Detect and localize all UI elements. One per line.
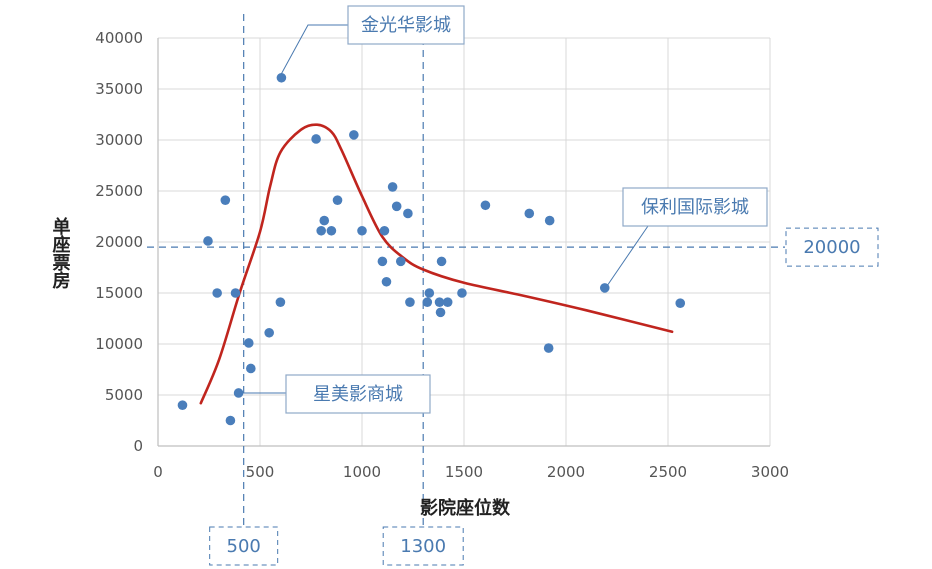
scatter-point-16 <box>332 195 343 205</box>
y-tick-label-4: 20000 <box>95 233 143 251</box>
y-tick-label-0: 0 <box>133 437 143 455</box>
y-tick-label-7: 35000 <box>95 80 143 98</box>
y-tick-label-8: 40000 <box>95 29 143 47</box>
y-axis-title: 单座票房 <box>50 216 71 289</box>
scatter-point-21 <box>381 276 392 287</box>
scatter-point-18 <box>357 225 367 236</box>
x-tick-labels: 0 500 1000 1500 2000 2500 3000 <box>153 463 789 481</box>
y-tick-label-3: 15000 <box>95 284 143 302</box>
ref-label-0: 500 <box>227 536 261 557</box>
x-tick-label-4: 2000 <box>547 463 585 481</box>
scatter-point-38 <box>599 283 610 293</box>
scatter-point-15 <box>326 225 337 236</box>
scatter-point-2 <box>212 288 222 298</box>
grid-lines <box>158 37 771 446</box>
y-tick-label-2: 10000 <box>95 335 143 353</box>
scatter-point-12 <box>311 134 321 144</box>
scatter-point-25 <box>403 208 413 219</box>
scatter-point-37 <box>544 215 555 226</box>
trend-line <box>199 123 674 405</box>
callout-label-0: 金光华影城 <box>361 15 451 36</box>
callout-box-1 <box>622 187 768 227</box>
callout-leader-1 <box>607 225 649 286</box>
scatter-point-26 <box>405 297 415 307</box>
ref-label-box-2 <box>785 227 879 267</box>
scatter-point-17 <box>349 130 359 140</box>
callout-label-1: 保利国际影城 <box>641 197 749 218</box>
y-tick-label-6: 30000 <box>95 131 143 149</box>
callout-box-0 <box>347 5 465 45</box>
scatter-point-0 <box>177 400 188 411</box>
x-tick-label-3: 1500 <box>445 463 483 481</box>
scatter-point-23 <box>391 201 402 212</box>
scatter-point-6 <box>233 388 244 398</box>
x-tick-label-2: 1000 <box>343 463 381 481</box>
ref-label-box-1 <box>382 526 464 566</box>
scatter-point-13 <box>316 225 327 236</box>
scatter-point-19 <box>377 256 388 267</box>
scatter-point-5 <box>230 288 241 298</box>
y-tick-label-1: 5000 <box>105 386 143 404</box>
x-tick-label-1: 500 <box>246 463 275 481</box>
y-tick-labels: 0 5000 10000 15000 20000 25000 30000 35000 40000 <box>95 29 143 455</box>
scatter-point-3 <box>220 195 231 205</box>
scatter-point-10 <box>275 297 286 307</box>
scatter-point-1 <box>203 236 213 246</box>
scatter-point-9 <box>264 327 274 338</box>
scatter-point-11 <box>276 72 287 83</box>
callout-leader-0 <box>280 24 348 75</box>
scatter-point-28 <box>424 288 435 298</box>
ref-label-box-0 <box>209 526 279 566</box>
scatter-point-29 <box>434 297 445 307</box>
ref-label-1: 1300 <box>400 536 446 557</box>
scatter-point-33 <box>457 288 467 298</box>
scatter-point-39 <box>675 298 686 309</box>
scatter-point-30 <box>435 307 446 318</box>
scatter-point-8 <box>246 363 256 374</box>
scatter-point-22 <box>387 182 398 192</box>
scatter-point-24 <box>395 256 406 267</box>
callout-label-2: 星美影商城 <box>313 384 403 405</box>
scatter-point-36 <box>543 343 554 353</box>
x-tick-label-0: 0 <box>153 463 163 481</box>
callout-box-2 <box>285 374 431 414</box>
scatter-point-4 <box>225 415 236 426</box>
scatter-point-32 <box>442 297 453 307</box>
x-tick-label-6: 3000 <box>751 463 789 481</box>
scatter-point-31 <box>436 256 447 267</box>
y-tick-label-5: 25000 <box>95 182 143 200</box>
scatter-point-7 <box>243 338 254 348</box>
x-tick-label-5: 2500 <box>649 463 687 481</box>
scatter-point-20 <box>379 225 390 236</box>
scatter-point-14 <box>319 215 330 226</box>
data-points <box>177 72 686 426</box>
trend-curve-group <box>199 123 674 405</box>
ref-label-2: 20000 <box>803 237 860 258</box>
scatter-point-34 <box>480 200 491 211</box>
scatter-point-27 <box>422 297 433 307</box>
scatter-point-35 <box>524 208 535 219</box>
axes <box>157 38 770 447</box>
x-axis-title: 影院座位数 <box>420 497 511 519</box>
